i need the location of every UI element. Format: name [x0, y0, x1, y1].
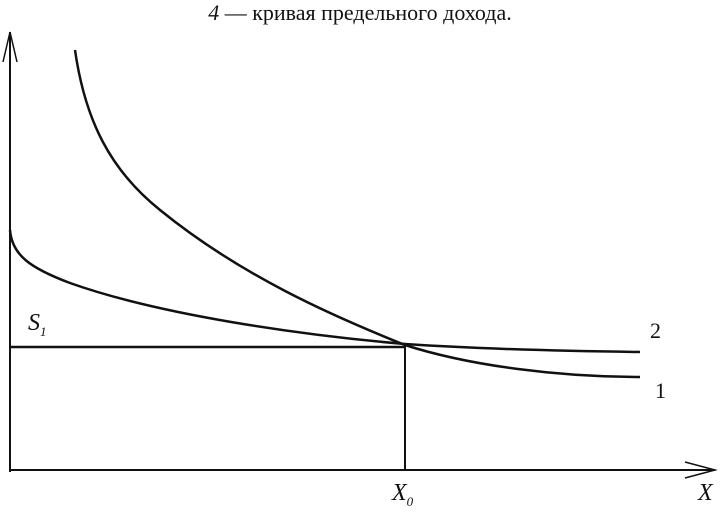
curve-1	[73, 49, 641, 379]
s1-label: S1	[28, 310, 47, 339]
s-letter: S	[28, 310, 40, 336]
curve-1-label: 1	[655, 378, 666, 403]
caption: 4 — кривая предельного дохода.	[208, 0, 512, 25]
curve-2-label: 2	[650, 318, 661, 343]
caption-number: 4	[208, 0, 219, 25]
caption-text: — кривая предельного дохода.	[224, 0, 512, 25]
curve-2	[8, 229, 641, 354]
x-axis-arrow	[684, 461, 718, 479]
x-label: X	[697, 480, 714, 506]
x0-subscript: 0	[407, 494, 414, 509]
x0-letter: X	[391, 480, 408, 506]
s-subscript: 1	[40, 324, 47, 339]
x0-label: X0	[391, 480, 414, 509]
y-axis-arrow	[2, 31, 18, 63]
